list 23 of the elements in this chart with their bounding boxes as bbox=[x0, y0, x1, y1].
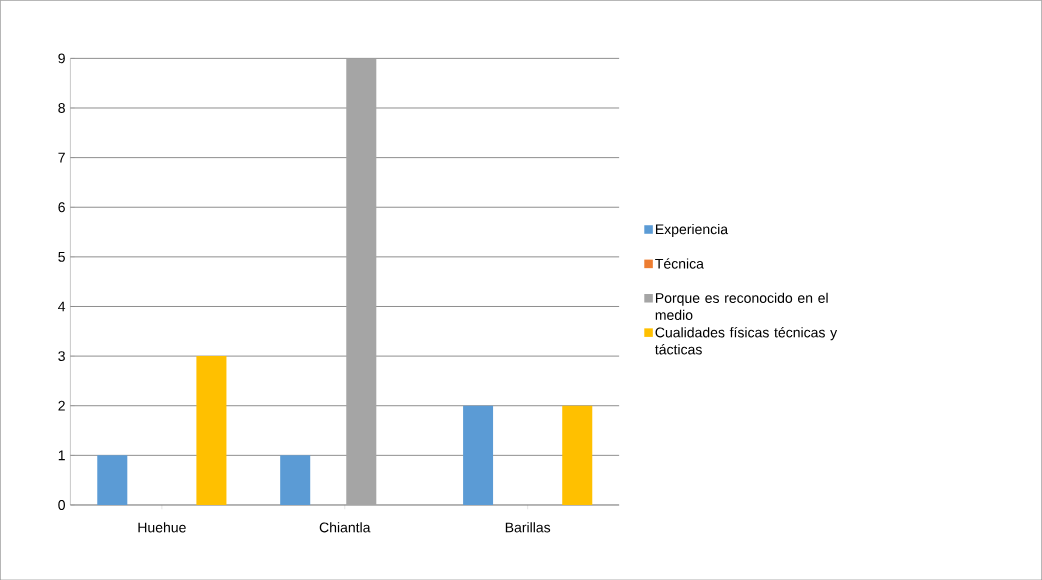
bar bbox=[463, 405, 494, 505]
y-tick-label: 3 bbox=[58, 350, 65, 361]
legend-label: Cualidades físicas técnicas y tácticas bbox=[655, 326, 838, 355]
bar bbox=[346, 58, 377, 505]
y-tick-label: 9 bbox=[58, 53, 65, 64]
legend-label: Porque es reconocido en el medio bbox=[655, 292, 828, 320]
bar bbox=[280, 455, 311, 505]
x-tick-label: Chiantla bbox=[319, 521, 371, 533]
x-tick-label: Huehue bbox=[138, 521, 186, 533]
bar bbox=[562, 405, 593, 505]
y-tick-label: 1 bbox=[58, 450, 65, 460]
y-tick-label: 4 bbox=[58, 301, 66, 312]
x-tick-label: Barillas bbox=[505, 521, 551, 533]
legend-label: Experiencia bbox=[655, 223, 729, 237]
y-tick-label: 8 bbox=[58, 102, 65, 113]
bar bbox=[97, 455, 128, 505]
y-tick-label: 6 bbox=[58, 202, 65, 213]
bar bbox=[196, 355, 227, 505]
y-tick-label: 5 bbox=[58, 251, 65, 262]
y-tick-label: 2 bbox=[58, 400, 65, 411]
legend-label: Técnica bbox=[655, 258, 704, 269]
y-tick-label: 0 bbox=[58, 499, 65, 510]
y-tick-label: 7 bbox=[58, 152, 65, 163]
